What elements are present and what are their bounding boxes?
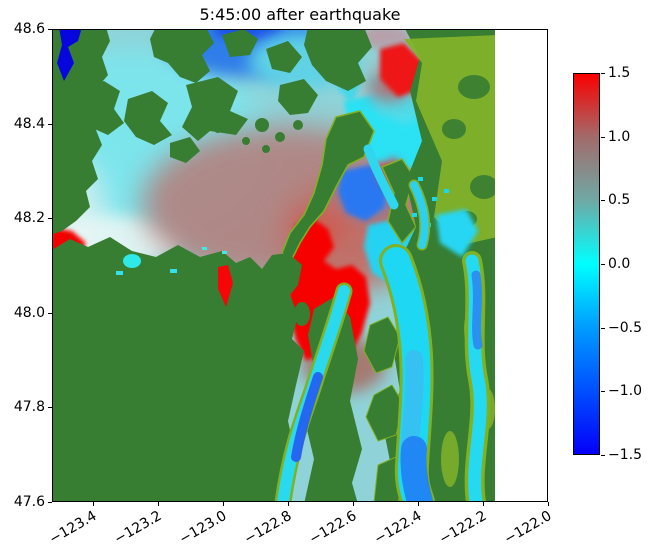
no-data-strip (495, 29, 548, 502)
discovery-bay-crest (218, 265, 233, 307)
y-axis-tick (48, 29, 52, 30)
padilla-bay (436, 209, 478, 257)
land-island (150, 29, 214, 83)
land-olympic-peninsula (52, 237, 304, 502)
x-axis-tick-label: −122.2 (436, 507, 490, 548)
y-axis-tick (48, 502, 52, 503)
y-axis-tick (48, 407, 52, 408)
colorbar-tick (601, 264, 605, 265)
x-axis-tick-label: −122.8 (241, 507, 295, 548)
colorbar (573, 73, 600, 455)
plot-frame (52, 29, 548, 502)
y-axis-tick-label: 48.0 (13, 305, 45, 321)
y-axis-tick (48, 124, 52, 125)
land-island (266, 41, 302, 73)
land-island (78, 81, 124, 135)
colorbar-tick (601, 200, 605, 201)
shore-details (116, 247, 233, 307)
colorbar-tick-label: −1.0 (608, 383, 642, 399)
colorbar-tick-label: −1.5 (608, 447, 642, 463)
land-island (124, 91, 172, 145)
x-axis-tick (93, 502, 94, 506)
colorbar-tick-label: −0.5 (608, 320, 642, 336)
y-axis-tick (48, 218, 52, 219)
plot-title: 5:45:00 after earthquake (199, 5, 401, 24)
x-axis-tick (223, 502, 224, 506)
land-island (363, 316, 401, 374)
colorbar-tick (601, 391, 605, 392)
x-axis-tick-label: −122.6 (306, 507, 360, 548)
y-axis-tick-label: 48.4 (13, 116, 45, 132)
y-axis-tick-label: 47.8 (13, 399, 45, 415)
colorbar-tick (601, 455, 605, 456)
land-island (304, 29, 372, 91)
x-axis-tick (158, 502, 159, 506)
x-axis-tick-label: −123.0 (176, 507, 230, 548)
x-axis-tick (353, 502, 354, 506)
colorbar-tick (601, 73, 605, 74)
land-island (365, 384, 405, 442)
colorbar-tick-label: 1.5 (608, 65, 631, 81)
land-islet (294, 302, 310, 326)
x-axis-tick-label: −123.2 (111, 507, 165, 548)
map-plot-area (52, 29, 548, 502)
x-axis-tick (418, 502, 419, 506)
colorbar-tick-label: 0.5 (608, 192, 631, 208)
land-island (278, 79, 318, 115)
land-island (170, 137, 200, 163)
colorbar-tick-label: 0.0 (608, 256, 631, 272)
y-axis-tick-label: 48.6 (13, 21, 45, 37)
water-channels (274, 144, 491, 502)
colorbar-tick-label: 1.0 (608, 129, 631, 145)
x-axis-tick (288, 502, 289, 506)
y-axis-tick-label: 48.2 (13, 210, 45, 226)
map-canvas (52, 29, 548, 502)
deep-trough-inlet (57, 29, 82, 81)
x-axis-tick (548, 502, 549, 506)
colorbar-tick (601, 137, 605, 138)
x-axis-tick-label: −123.4 (46, 507, 100, 548)
y-axis-tick-label: 47.6 (13, 494, 45, 510)
land-island (222, 29, 258, 57)
x-axis-tick (483, 502, 484, 506)
x-axis-tick-label: −122.0 (501, 507, 555, 548)
land-island (182, 77, 248, 141)
x-axis-tick-label: −122.4 (371, 507, 425, 548)
colorbar-tick (601, 328, 605, 329)
land-vancouver-island (52, 29, 110, 235)
y-axis-tick (48, 313, 52, 314)
